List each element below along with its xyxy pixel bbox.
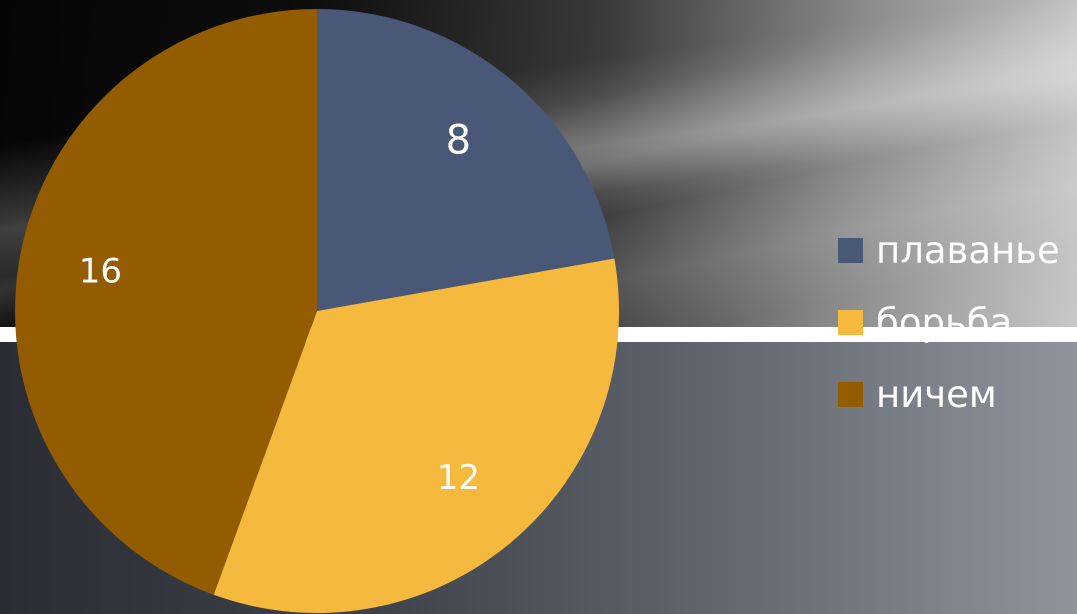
pie-data-label-wrestling: 12 <box>437 458 480 498</box>
legend-label-nothing: ничем <box>876 372 997 416</box>
pie-slices <box>14 9 620 613</box>
pie-data-labels: 8 12 16 <box>79 117 480 498</box>
legend-swatch-swimming <box>838 237 863 263</box>
pie-data-label-nothing: 16 <box>79 251 122 291</box>
pie-slice-wrestling <box>213 258 620 613</box>
pie-slice-swimming <box>317 9 615 311</box>
legend-item-nothing: ничем <box>838 358 1073 430</box>
pie-data-label-swimming: 8 <box>446 117 471 163</box>
legend-item-wrestling: борьба <box>838 286 1073 358</box>
legend-swatch-wrestling <box>838 309 863 335</box>
legend: плаванье борьба ничем <box>838 214 1073 430</box>
legend-label-wrestling: борьба <box>876 300 1013 344</box>
legend-item-swimming: плаванье <box>838 214 1073 286</box>
legend-swatch-nothing <box>838 381 863 407</box>
pie-slice-nothing <box>14 9 317 595</box>
legend-label-swimming: плаванье <box>876 228 1060 272</box>
